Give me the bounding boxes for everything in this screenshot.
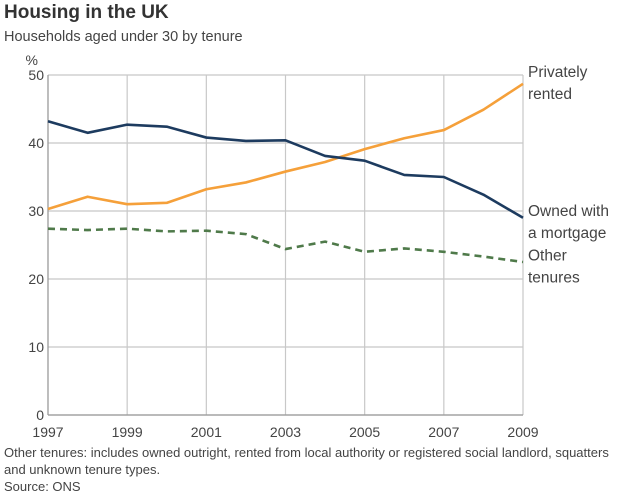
y-tick-label: 10 [28,339,44,355]
series-label: Other [528,247,567,264]
x-tick-label: 1997 [32,424,63,440]
y-tick-label: 20 [28,271,44,287]
series-label: Owned with [528,203,609,220]
y-tick-label: 30 [28,203,44,219]
x-tick-label: 2003 [270,424,301,440]
y-axis-label: % [26,52,38,68]
series-label: a mortgage [528,225,606,242]
footnote: Other tenures: includes owned outright, … [4,445,609,477]
chart-title: Housing in the UK [4,2,169,23]
x-tick-label: 2007 [428,424,459,440]
x-tick-label: 2005 [349,424,380,440]
x-tick-label: 2009 [507,424,538,440]
series-label: Privately [528,64,588,81]
y-tick-label: 40 [28,135,44,151]
x-tick-label: 1999 [112,424,143,440]
series-label: tenures [528,269,580,286]
series-label: rented [528,86,572,103]
x-tick-label: 2001 [191,424,222,440]
chart-subtitle: Households aged under 30 by tenure [4,29,243,45]
source: Source: ONS [4,479,81,494]
chart-notes: Other tenures: includes owned outright, … [4,444,614,495]
y-tick-label: 50 [28,67,44,83]
y-tick-label: 0 [36,407,44,423]
